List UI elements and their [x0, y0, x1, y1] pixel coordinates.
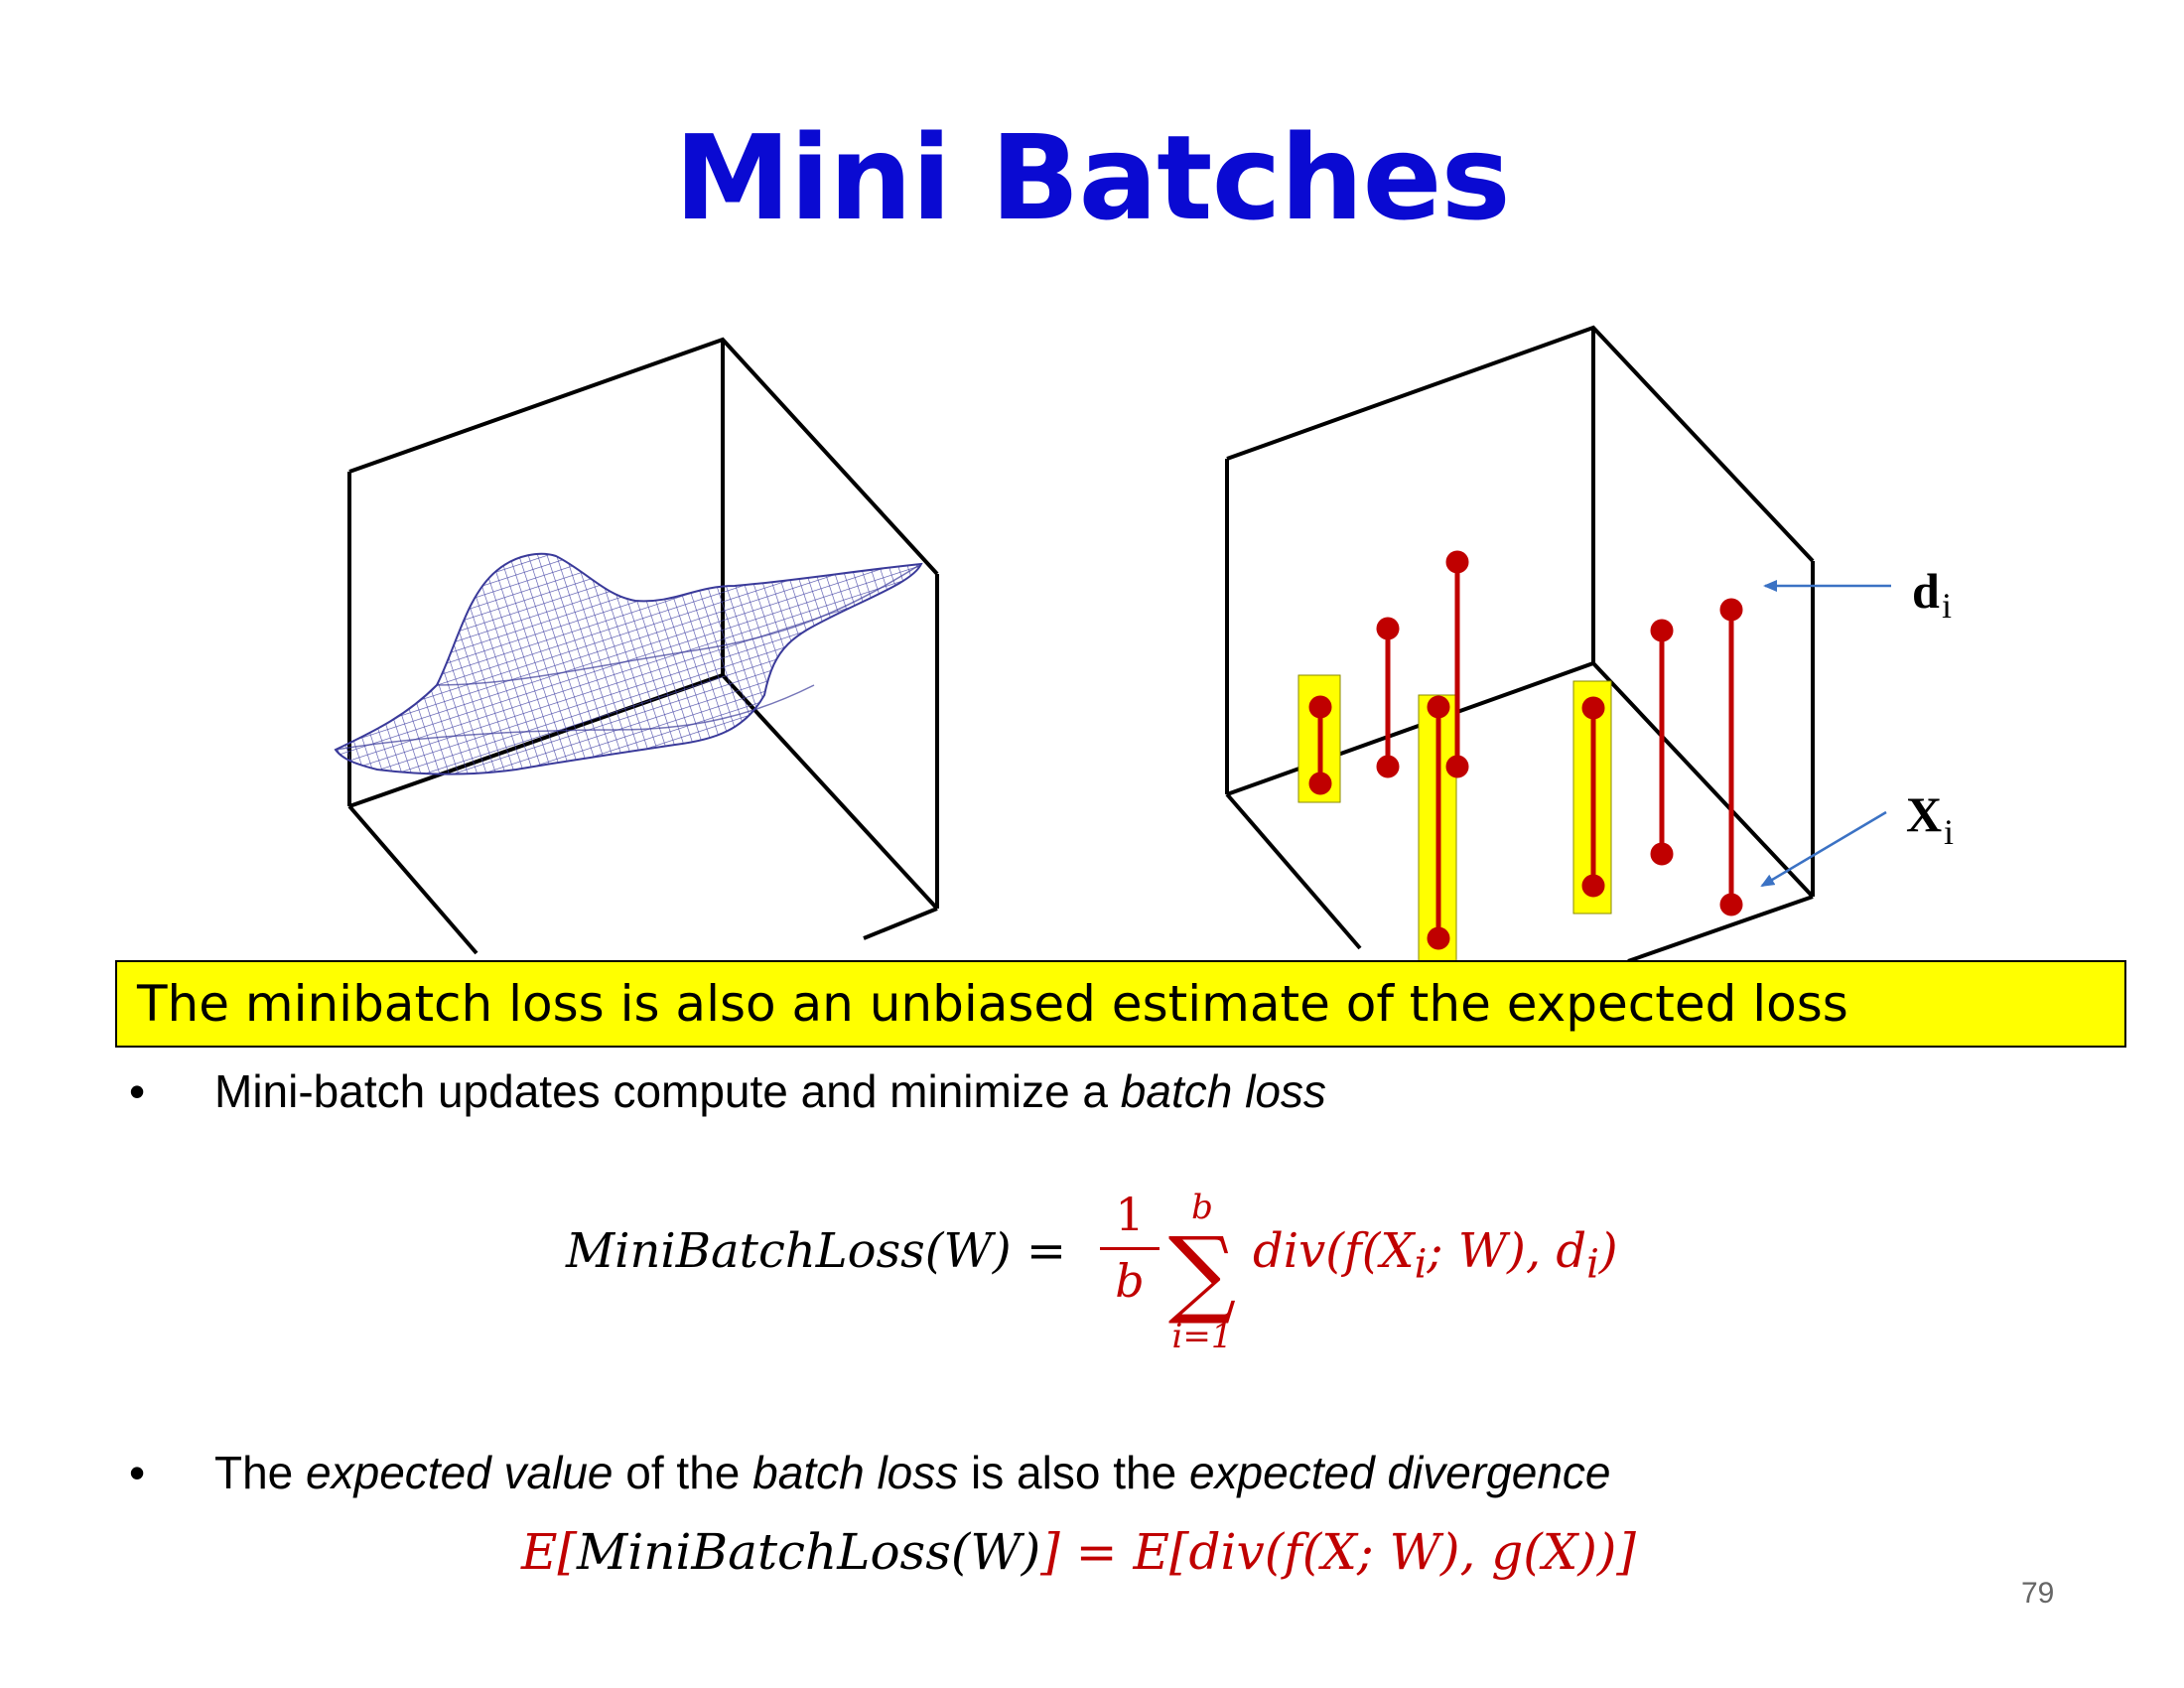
equation-1-fraction: 1 b	[1100, 1188, 1160, 1308]
surface-mesh	[334, 552, 923, 775]
fraction-numerator: 1	[1115, 1188, 1145, 1241]
bullet-marker: •	[129, 1065, 146, 1117]
bullet-2-part: is also the	[958, 1447, 1189, 1498]
sample-stick	[1445, 550, 1469, 778]
sum-lower-limit: i=1	[1171, 1317, 1233, 1356]
equation-1-summation: b ∑ i=1	[1158, 1188, 1247, 1356]
sum-symbol: ∑	[1167, 1216, 1237, 1328]
right-cube-floor-left-edge	[1225, 792, 1362, 950]
right-cube-floor-back-edges	[1226, 660, 1815, 899]
arrow-to-x	[1760, 810, 1887, 888]
rhs-part: ; W), d	[1427, 1223, 1587, 1279]
sample-stick	[1427, 695, 1450, 950]
left-cube-floor-left-edge	[347, 804, 478, 955]
eq2-expectation-open: E[	[521, 1523, 578, 1581]
bullet-2-part-italic: expected divergence	[1188, 1447, 1611, 1498]
equation-2: E[MiniBatchLoss(W)] = E[div(f(X; W), g(X…	[521, 1523, 1636, 1581]
sum-upper-limit: b	[1191, 1188, 1213, 1227]
page-number: 79	[2021, 1577, 2055, 1610]
equation-1-rhs: div(f(Xi; W), di)	[1253, 1223, 1618, 1288]
eq2-expectation-rhs: ] = E[div(f(X; W), g(X))]	[1040, 1523, 1636, 1581]
fraction-bar	[1100, 1247, 1160, 1250]
eq2-batch-loss: MiniBatchLoss(W)	[577, 1523, 1041, 1581]
bullet-marker: •	[129, 1447, 146, 1498]
right-cube-top-back-edges	[1226, 325, 1815, 563]
label-x-subscript: i	[1944, 812, 1954, 852]
sample-stick	[1308, 695, 1332, 795]
left-cube-top-back-edges	[348, 337, 939, 576]
label-x: X	[1906, 786, 1942, 842]
sample-stick	[1650, 619, 1674, 866]
left-cube-floor-right-edge	[863, 907, 938, 940]
label-d-subscript: i	[1942, 586, 1952, 626]
bullet-2-part: The	[214, 1447, 307, 1498]
slide-title: Mini Batches	[674, 109, 1511, 246]
left-cube	[347, 337, 939, 955]
right-cube	[1225, 325, 1815, 963]
highlight-banner: The minibatch loss is also an unbiased e…	[115, 960, 2126, 1048]
sample-stick	[1376, 617, 1400, 778]
label-d: d	[1912, 563, 1940, 619]
bullet-2-part-italic: expected value	[306, 1447, 614, 1498]
fraction-denominator: b	[1115, 1254, 1145, 1308]
bullet-1-part-italic: batch loss	[1120, 1065, 1326, 1117]
rhs-part: )	[1598, 1223, 1618, 1279]
rhs-part: div(f(X	[1253, 1223, 1415, 1279]
rhs-subscript: i	[1414, 1241, 1428, 1288]
bullet-text-2: The expected value of the batch loss is …	[214, 1446, 1610, 1499]
right-cube-floor-right-edge	[1627, 895, 1814, 963]
rhs-subscript: i	[1586, 1241, 1599, 1288]
bullet-2-part: of the	[613, 1447, 753, 1498]
bullet-text-1: Mini-batch updates compute and minimize …	[214, 1064, 1326, 1118]
equation-1-lhs: MiniBatchLoss(W) =	[566, 1223, 1067, 1279]
sample-stick	[1719, 598, 1743, 916]
bullet-2-part-italic: batch loss	[752, 1447, 959, 1498]
bullet-1-part: Mini-batch updates compute and minimize …	[214, 1065, 1121, 1117]
sample-stick	[1581, 696, 1605, 898]
